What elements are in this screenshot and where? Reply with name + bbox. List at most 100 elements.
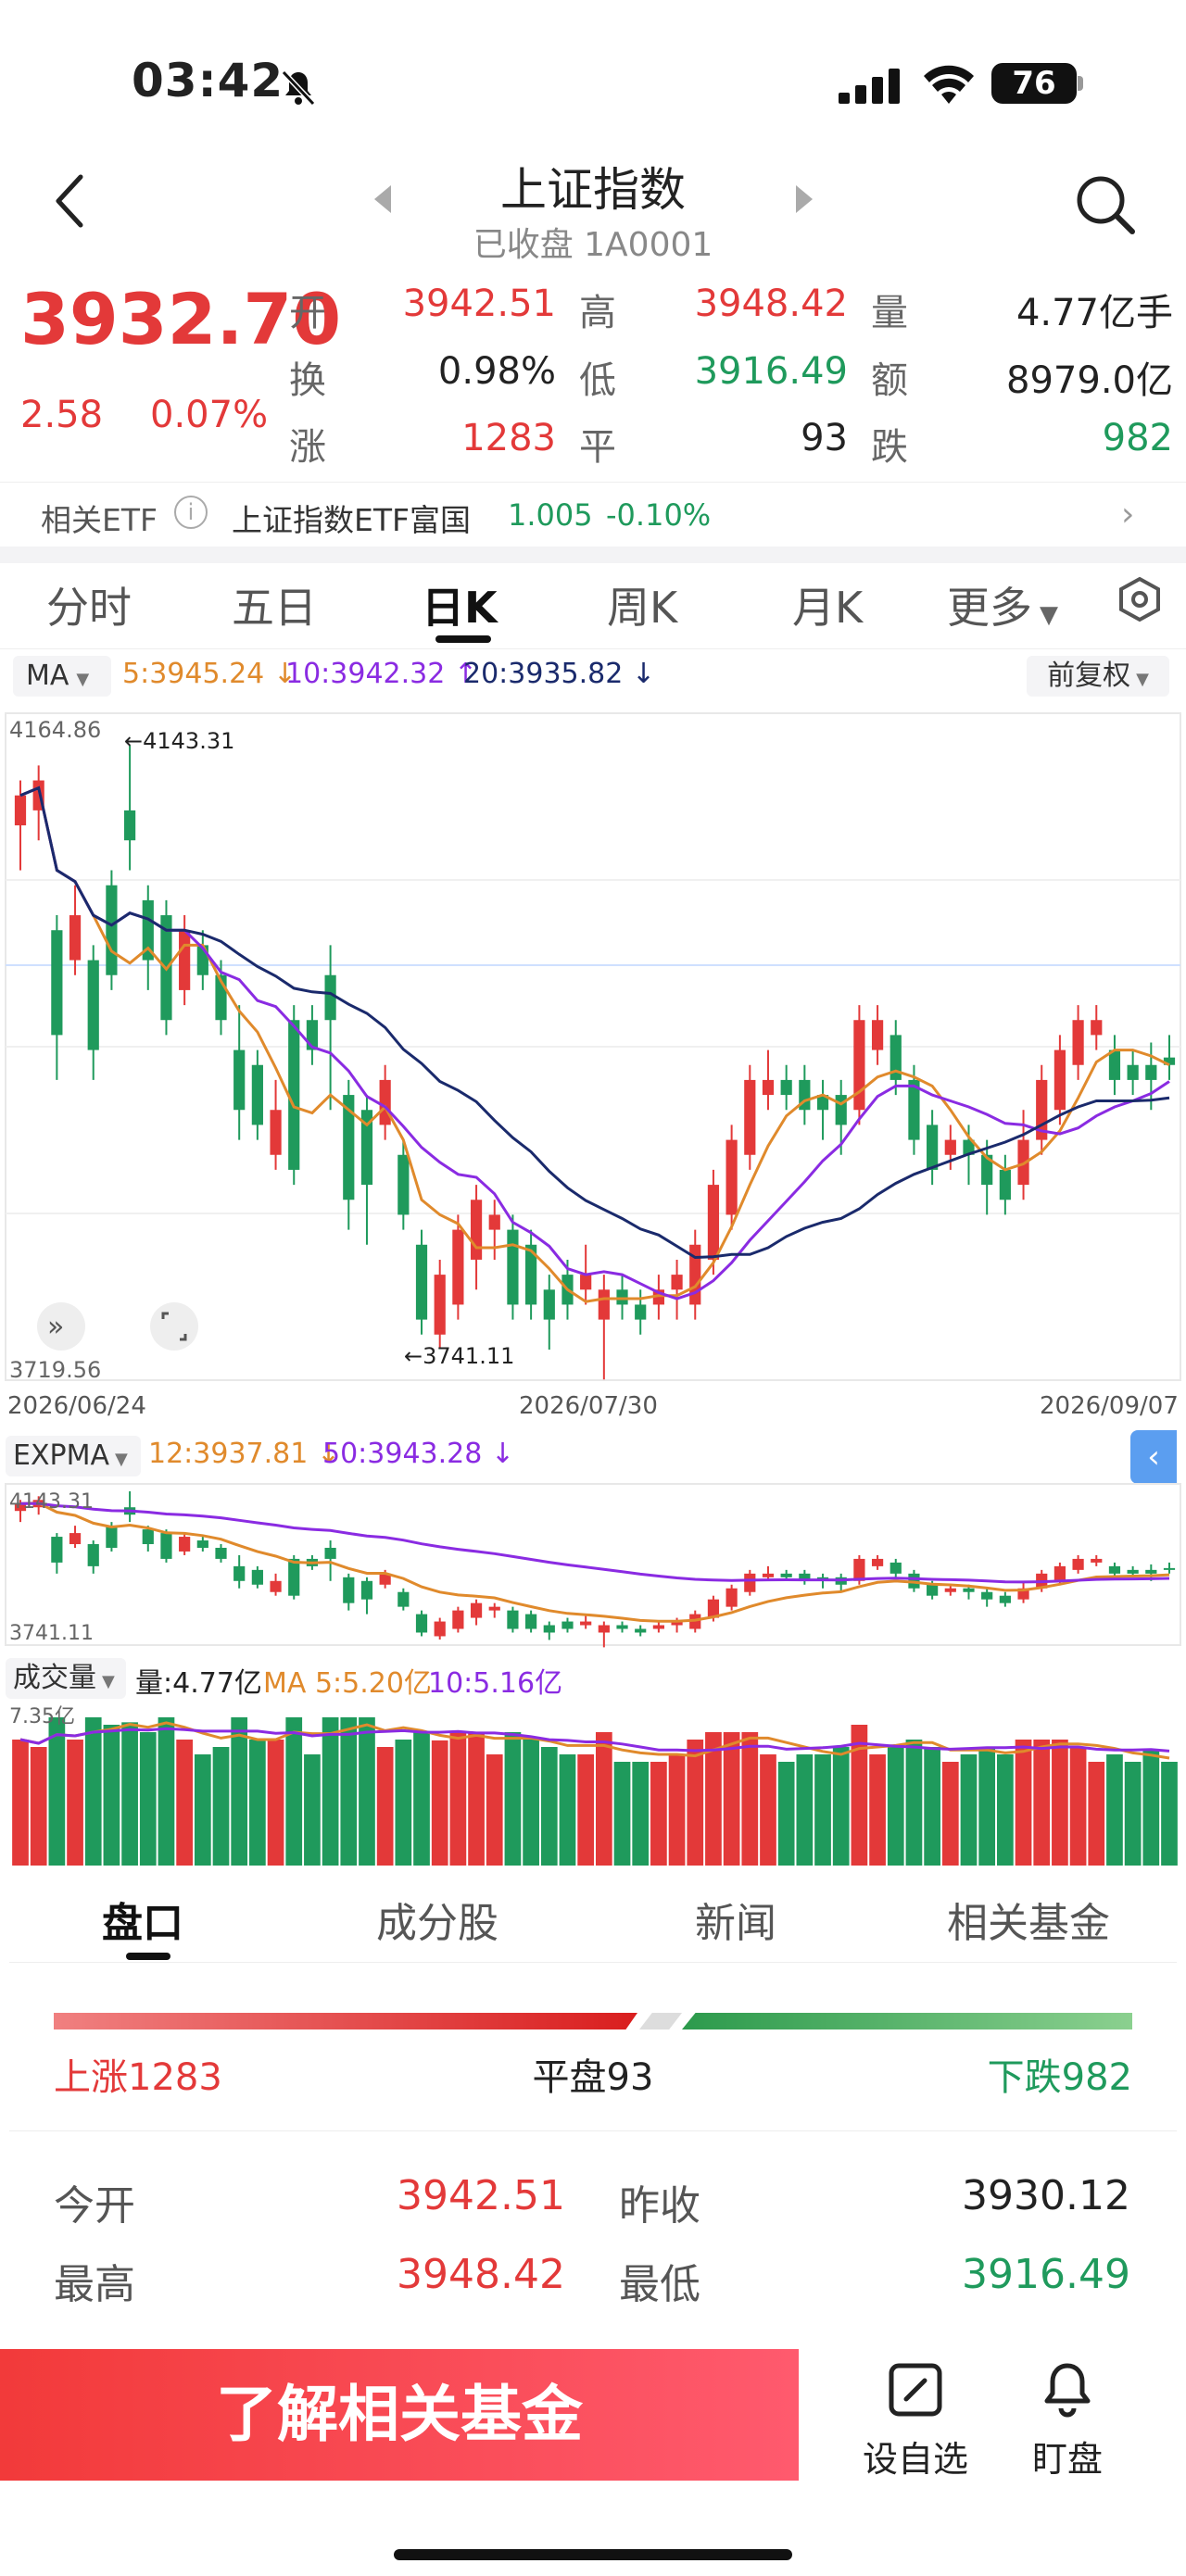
watch-market-button[interactable]: 盯盘 (993, 2362, 1142, 2482)
candle-body (51, 930, 63, 1036)
etf-name[interactable]: 上证指数ETF富国 (232, 502, 471, 538)
open-label: 开 (289, 292, 326, 334)
candle-body (635, 1628, 647, 1633)
collapse-panel-button[interactable]: ‹ (1130, 1430, 1177, 1484)
candle-body (707, 1599, 720, 1618)
tab-related-funds[interactable]: 相关基金 (947, 1900, 1110, 1947)
chevron-right-icon[interactable]: › (1121, 496, 1135, 534)
kline-chart[interactable]: 4164.86 3719.56 ←4143.31 ←3741.11 » 2026… (0, 706, 1186, 1419)
x-axis-mid-label: 2026/07/30 (519, 1392, 658, 1419)
volume-bar (523, 1740, 539, 1866)
volume-bar (468, 1732, 485, 1866)
volume-bar (395, 1740, 412, 1866)
volume-bar (267, 1740, 284, 1866)
tab-daily-k[interactable]: 日K (422, 583, 498, 633)
related-etf-bar[interactable] (0, 482, 1186, 547)
candle-body (853, 1558, 865, 1581)
volume-bar (486, 1754, 503, 1866)
volume-bar (431, 1740, 448, 1866)
divider (0, 648, 1186, 649)
candle-body (1163, 1057, 1176, 1065)
down-count-label: 跌 (871, 426, 908, 469)
candle-body (780, 1079, 792, 1096)
candle-body (14, 1503, 27, 1512)
candle-body (725, 1588, 738, 1607)
section-divider (0, 547, 1186, 563)
tab-order-book[interactable]: 盘口 (102, 1900, 183, 1947)
candle-body (963, 1139, 975, 1155)
tab-monthly-k[interactable]: 月K (792, 583, 864, 633)
flat-count-value: 93 (801, 417, 848, 459)
indicator-select-ma[interactable]: MA ▼ (13, 656, 111, 697)
candle-body (179, 930, 191, 990)
volume-bar (1015, 1740, 1032, 1866)
volume-bar (176, 1740, 193, 1866)
indicator-select-volume[interactable]: 成交量 ▼ (6, 1658, 126, 1699)
expma-select-label: EXPMA (13, 1439, 110, 1472)
indicator-select-expma[interactable]: EXPMA ▼ (6, 1436, 141, 1476)
volume-y-max-label: 7.35亿 (9, 1705, 75, 1728)
candle-body (488, 1214, 500, 1230)
volume-ma5-line (19, 1721, 1170, 1760)
volume-label: 量 (871, 292, 908, 334)
candle-body (1072, 1558, 1084, 1570)
high-label: 最高 (54, 2261, 135, 2308)
candle-body (196, 1540, 208, 1548)
candle-body (744, 1079, 756, 1155)
volume-bar (960, 1754, 978, 1866)
expand-button[interactable] (37, 1302, 85, 1351)
volume-bar (796, 1754, 814, 1866)
candle-body (251, 1569, 263, 1585)
tab-five-day[interactable]: 五日 (232, 583, 317, 633)
tab-more[interactable]: 更多 ▼ (947, 574, 1058, 635)
tab-weekly-k[interactable]: 周K (607, 583, 678, 633)
add-watchlist-button[interactable]: 设自选 (841, 2362, 990, 2482)
fullscreen-button[interactable] (150, 1302, 198, 1351)
volume-bar (1088, 1762, 1105, 1866)
battery-indicator: 76 (991, 63, 1077, 104)
volume-chart[interactable]: 7.35亿 (0, 1701, 1186, 1867)
volume-bar (705, 1732, 722, 1866)
volume-bar (540, 1747, 558, 1866)
decliners-bar (682, 2013, 1132, 2029)
volume-bar (285, 1717, 303, 1866)
expma50-line (19, 1502, 1170, 1584)
candle-body (379, 1079, 391, 1125)
back-icon[interactable] (51, 171, 88, 234)
ma-select-label: MA (26, 660, 69, 692)
tab-constituents[interactable]: 成分股 (376, 1900, 498, 1947)
prev-index-arrow-icon[interactable] (372, 183, 395, 219)
volume-bar (12, 1740, 29, 1866)
hexagon-settings-icon[interactable] (1117, 576, 1163, 626)
volume-bar (84, 1717, 102, 1866)
tab-news[interactable]: 新闻 (695, 1900, 776, 1947)
tab-intraday[interactable]: 分时 (46, 583, 132, 633)
learn-related-funds-button[interactable]: 了解相关基金 (0, 2349, 799, 2481)
volume-bar (103, 1725, 120, 1866)
price-adjust-select[interactable]: 前复权 ▼ (1027, 656, 1169, 697)
expma-chart[interactable]: 4143.31 3741.11 (0, 1482, 1186, 1649)
volume-bar (212, 1747, 230, 1866)
search-icon[interactable] (1075, 174, 1136, 239)
candle-body (142, 1529, 154, 1545)
next-index-arrow-icon[interactable] (792, 183, 814, 219)
volume-bar (924, 1747, 940, 1866)
volume-bar (760, 1754, 776, 1866)
candle-body (488, 1606, 500, 1611)
candle-body (434, 1621, 446, 1637)
candle-body (543, 1625, 555, 1633)
info-icon[interactable]: i (174, 496, 208, 529)
caret-down-icon: ▼ (76, 670, 90, 689)
candle-body (762, 1573, 775, 1577)
candle-body (397, 1591, 410, 1607)
expma-y-min-label: 3741.11 (9, 1622, 94, 1645)
candle-body (1127, 1569, 1139, 1574)
low-marker-label: ←3741.11 (404, 1343, 514, 1369)
price-change: 2.58 (20, 394, 104, 436)
candle-body (251, 1064, 263, 1125)
volume-bar (194, 1754, 211, 1866)
candle-body (671, 1275, 683, 1290)
candle-body (14, 795, 27, 826)
volume-bar (322, 1717, 339, 1866)
volume-bar (1161, 1762, 1178, 1866)
